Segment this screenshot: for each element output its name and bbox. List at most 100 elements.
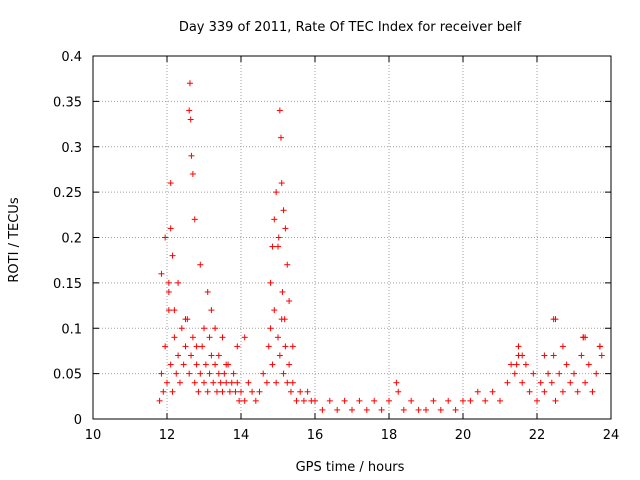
x-tick-label: 20 bbox=[455, 428, 472, 443]
data-point bbox=[598, 352, 605, 359]
data-point bbox=[267, 325, 274, 332]
data-point bbox=[189, 170, 196, 177]
y-tick-label: 0.4 bbox=[61, 50, 82, 65]
data-point bbox=[191, 379, 198, 386]
data-point bbox=[165, 279, 172, 286]
grid-lines bbox=[93, 56, 611, 419]
data-point bbox=[386, 397, 392, 404]
data-point bbox=[186, 370, 193, 377]
y-tick-label: 0.3 bbox=[61, 141, 82, 156]
data-point bbox=[221, 370, 228, 377]
data-point bbox=[276, 107, 283, 114]
data-point bbox=[489, 388, 496, 395]
data-point bbox=[267, 279, 274, 286]
data-point bbox=[199, 343, 206, 350]
data-point bbox=[519, 352, 526, 359]
x-tick-label: 14 bbox=[233, 428, 250, 443]
data-point bbox=[201, 379, 207, 386]
data-point bbox=[534, 397, 540, 404]
data-point bbox=[312, 397, 318, 404]
data-point bbox=[167, 361, 174, 368]
data-point bbox=[273, 379, 280, 386]
data-point bbox=[158, 270, 165, 277]
data-point bbox=[234, 343, 241, 350]
data-point bbox=[280, 207, 287, 214]
data-point bbox=[408, 397, 415, 404]
data-point bbox=[249, 388, 256, 395]
data-point bbox=[286, 361, 293, 368]
data-point bbox=[206, 334, 213, 341]
axis-ticks: 10 12 14 16 18 20 22 24 0 0.05 0.1 0.15 0.2 0.25 0.3 0.… bbox=[53, 50, 619, 443]
data-point bbox=[574, 388, 581, 395]
data-point bbox=[208, 307, 215, 314]
data-point bbox=[182, 343, 189, 350]
data-point bbox=[269, 243, 276, 250]
data-point bbox=[571, 370, 577, 377]
data-point bbox=[287, 388, 294, 395]
data-point bbox=[245, 379, 252, 386]
data-point bbox=[280, 370, 287, 377]
data-point bbox=[559, 388, 566, 395]
data-point bbox=[230, 370, 237, 377]
x-tick-label: 16 bbox=[307, 428, 324, 443]
x-tick-label: 12 bbox=[159, 428, 176, 443]
data-point bbox=[582, 334, 589, 341]
y-tick-label: 0.35 bbox=[53, 95, 82, 110]
data-point bbox=[281, 316, 288, 323]
data-point bbox=[300, 397, 307, 404]
data-point bbox=[210, 379, 217, 386]
y-axis-label: ROTI / TECUs bbox=[7, 197, 22, 282]
data-point bbox=[176, 379, 183, 386]
data-point bbox=[284, 379, 291, 386]
y-tick-label: 0.05 bbox=[53, 368, 82, 383]
data-point bbox=[180, 361, 187, 368]
data-point bbox=[241, 334, 248, 341]
data-point bbox=[508, 361, 515, 368]
data-point bbox=[165, 288, 172, 295]
data-point bbox=[341, 397, 348, 404]
data-point bbox=[188, 352, 195, 359]
data-point bbox=[187, 116, 194, 123]
data-point bbox=[162, 343, 169, 350]
data-point bbox=[582, 379, 589, 386]
data-point bbox=[236, 397, 243, 404]
data-point bbox=[585, 361, 592, 368]
data-point bbox=[289, 343, 296, 350]
data-point bbox=[215, 370, 222, 377]
y-tick-label: 0.25 bbox=[53, 186, 82, 201]
data-point bbox=[563, 361, 570, 368]
data-point bbox=[276, 352, 283, 359]
data-point bbox=[515, 343, 522, 350]
x-tick-label: 22 bbox=[529, 428, 546, 443]
data-point bbox=[269, 361, 276, 368]
y-tick-label: 0 bbox=[74, 413, 82, 428]
data-point bbox=[526, 388, 533, 395]
data-point bbox=[204, 288, 211, 295]
data-point bbox=[191, 216, 198, 223]
data-point bbox=[284, 261, 291, 268]
plot-frame bbox=[92, 55, 612, 420]
data-point bbox=[497, 397, 503, 404]
data-point bbox=[256, 388, 263, 395]
x-axis-label: GPS time / hours bbox=[296, 460, 405, 475]
data-point bbox=[275, 334, 281, 341]
data-point bbox=[522, 361, 529, 368]
data-point bbox=[273, 189, 280, 196]
data-point bbox=[513, 361, 520, 368]
data-point bbox=[217, 379, 224, 386]
y-tick-label: 0.1 bbox=[61, 322, 82, 337]
data-point bbox=[504, 379, 511, 386]
data-point bbox=[363, 406, 370, 413]
data-point bbox=[169, 388, 176, 395]
data-point bbox=[277, 134, 284, 141]
data-point bbox=[326, 397, 333, 404]
data-point bbox=[393, 379, 400, 386]
data-point bbox=[265, 343, 272, 350]
data-point bbox=[511, 370, 518, 377]
data-point bbox=[169, 252, 176, 259]
data-point bbox=[195, 388, 202, 395]
data-point bbox=[223, 361, 230, 368]
data-point bbox=[415, 406, 422, 413]
x-tick-label: 10 bbox=[85, 428, 102, 443]
